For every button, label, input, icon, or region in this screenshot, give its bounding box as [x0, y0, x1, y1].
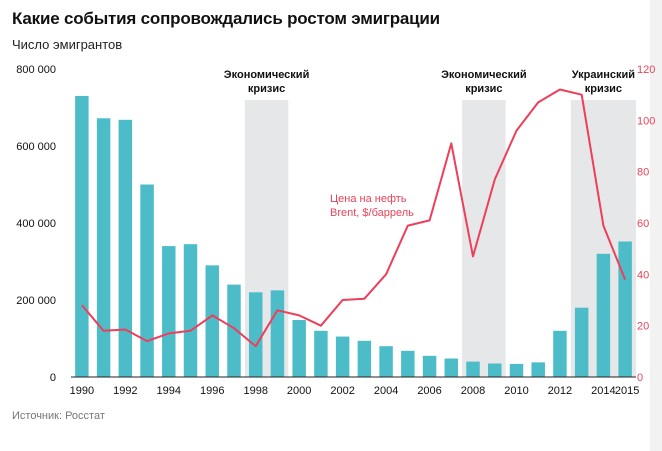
x-tick-label: 2004 — [374, 385, 398, 397]
bar-2012 — [553, 330, 567, 377]
crisis-labels: Экономический кризис Экономический кризис Ук… — [224, 69, 635, 95]
x-tick-label: 2010 — [504, 385, 528, 397]
left-axis-ticks: 0 200 000 400 000 600 000 800 000 — [16, 64, 56, 384]
chart-subtitle: Число эмигрантов — [12, 37, 123, 52]
left-tick-label: 0 — [50, 372, 56, 384]
bar-2005 — [401, 350, 415, 377]
bar-1999 — [270, 290, 285, 377]
x-tick-label: 1994 — [157, 385, 181, 397]
x-tick-label: 2015 — [615, 385, 639, 397]
bar-2004 — [379, 346, 393, 377]
left-tick-label: 600 000 — [16, 141, 56, 153]
right-tick-label: 0 — [637, 372, 643, 384]
left-tick-label: 800 000 — [16, 64, 56, 76]
crisis-label-1-line1: Экономический — [224, 69, 310, 81]
crisis-label-3-line1: Украинский — [572, 69, 635, 81]
bar-1990 — [75, 95, 89, 377]
crisis-label-2-line1: Экономический — [441, 69, 527, 81]
bar-1998 — [248, 292, 263, 377]
bar-2006 — [422, 355, 437, 377]
x-tick-label: 2000 — [287, 385, 311, 397]
x-tick-label: 1990 — [70, 385, 94, 397]
bar-1995 — [183, 244, 198, 377]
x-tick-label: 1996 — [200, 385, 224, 397]
oil-annotation-line1: Цена на нефть — [330, 193, 407, 205]
x-axis-ticks: 1990 1992 1994 1996 1998 2000 2002 2004 2006 2008… — [70, 385, 640, 397]
bar-1992 — [118, 119, 133, 377]
bar-2007 — [444, 358, 459, 377]
right-tick-label: 100 — [637, 115, 655, 127]
bar-1991 — [96, 118, 111, 377]
x-tick-label: 2012 — [548, 385, 572, 397]
bar-1996 — [205, 265, 219, 377]
bar-2002 — [335, 336, 350, 377]
right-tick-label: 20 — [637, 321, 649, 333]
oil-price-line-group — [81, 88, 627, 348]
bar-2000 — [292, 320, 306, 377]
x-tick-label: 2002 — [330, 385, 354, 397]
bar-2013 — [574, 307, 589, 377]
bar-2003 — [357, 340, 372, 377]
bar-2001 — [314, 330, 328, 377]
bar-1994 — [162, 246, 176, 377]
bar-2009 — [488, 363, 502, 377]
oil-price-line — [81, 88, 627, 348]
right-tick-label: 60 — [637, 218, 649, 230]
crisis-label-2-line2: кризис — [465, 83, 502, 95]
bar-1997 — [227, 284, 241, 377]
emigration-bars — [75, 95, 632, 377]
bar-2015 — [618, 241, 632, 377]
x-tick-label: 1998 — [243, 385, 267, 397]
left-tick-label: 400 000 — [16, 218, 56, 230]
x-tick-label: 2006 — [417, 385, 441, 397]
x-tick-label: 1992 — [113, 385, 137, 397]
bar-2014 — [596, 253, 611, 377]
bar-2008 — [466, 361, 480, 377]
bar-2010 — [509, 363, 524, 377]
oil-annotation-line2: Brent, $/баррель — [330, 207, 414, 219]
bar-2011 — [531, 362, 545, 377]
crisis-label-1-line2: кризис — [248, 83, 285, 95]
crisis-label-3-line2: кризис — [585, 83, 622, 95]
right-axis-ticks: 0 20 40 60 80 100 120 — [637, 64, 655, 384]
left-tick-label: 200 000 — [16, 295, 56, 307]
right-tick-label: 80 — [637, 167, 649, 179]
right-tick-label: 120 — [637, 64, 655, 76]
x-tick-label: 2014 — [591, 385, 615, 397]
bar-1993 — [140, 184, 154, 377]
source-note: Источник: Росстат — [12, 410, 105, 422]
right-tick-label: 40 — [637, 269, 649, 281]
chart-title: Какие события сопровождались ростом эмиг… — [12, 9, 440, 28]
x-tick-label: 2008 — [461, 385, 485, 397]
